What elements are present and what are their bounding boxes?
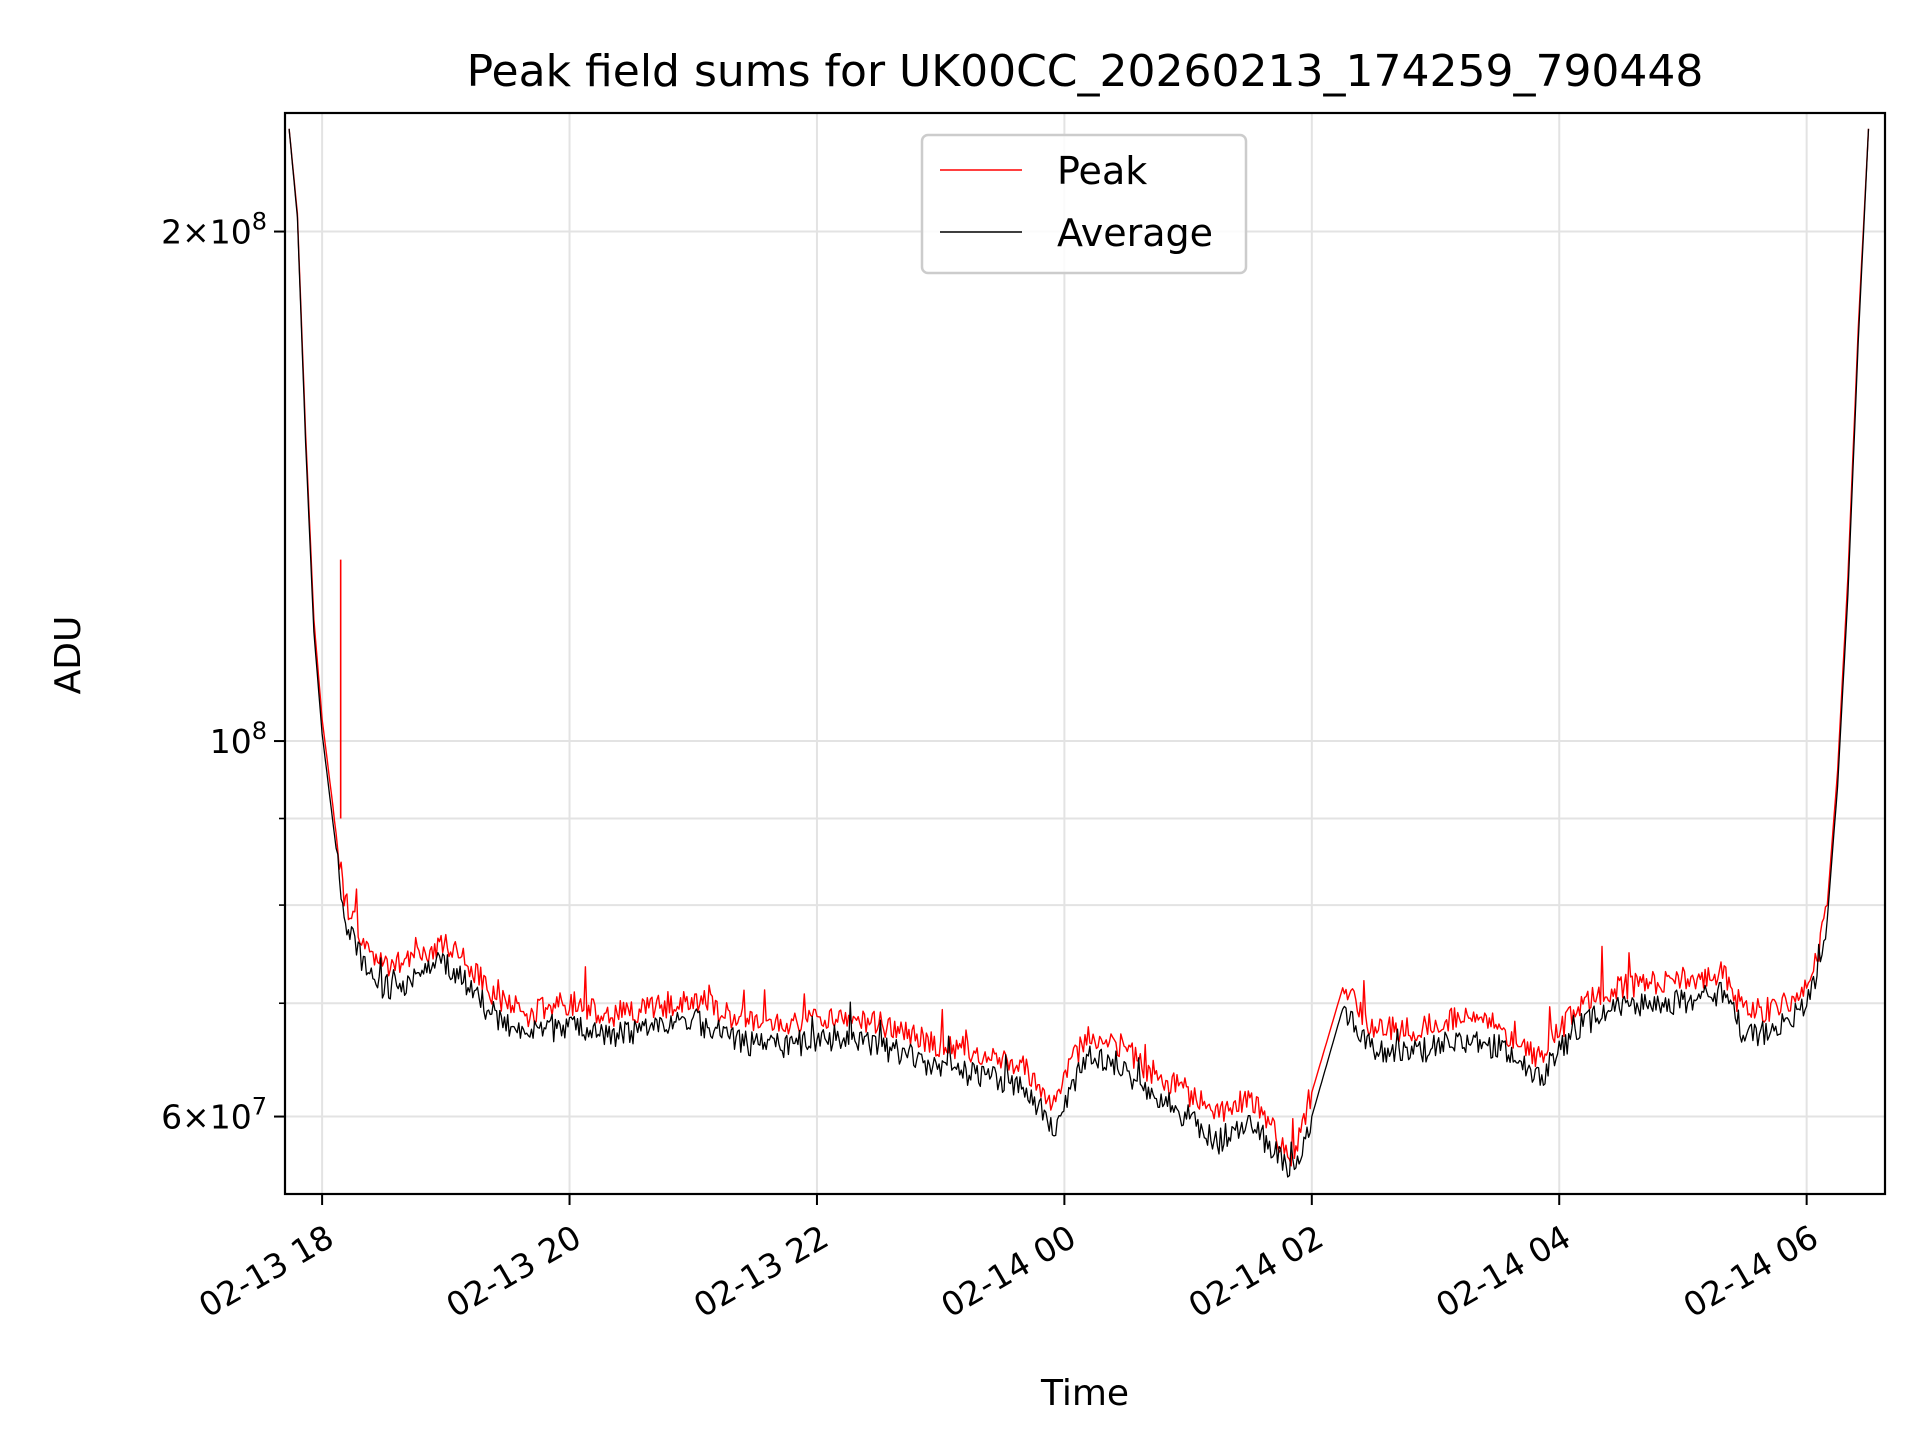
y-axis: 6×107 108 2×108 [161, 208, 285, 1137]
series-line-peak [288, 128, 1870, 1167]
x-axis-label: Time [1040, 1373, 1129, 1414]
legend-label-average: Average [1057, 211, 1213, 255]
y-tick-label: 6×107 [161, 1093, 267, 1137]
y-axis-label: ADU [48, 616, 89, 695]
series-line-average [288, 128, 1870, 1178]
y-tick-label: 2×108 [161, 208, 267, 252]
y-tick-label: 108 [210, 717, 267, 761]
legend: Peak Average [920, 133, 1248, 275]
chart-title: Peak field sums for UK00CC_20260213_1742… [467, 46, 1704, 97]
legend-label-peak: Peak [1057, 149, 1147, 193]
plot-frame [283, 111, 1887, 1196]
series-layer [288, 128, 1870, 1178]
